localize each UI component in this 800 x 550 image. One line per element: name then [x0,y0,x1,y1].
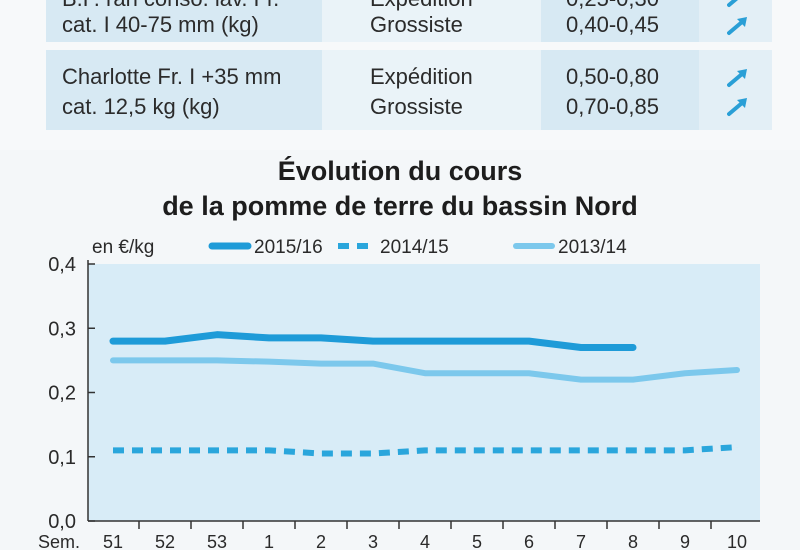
market-label: Expédition [370,0,473,14]
product-column [46,0,322,130]
x-tick-label: 1 [264,532,274,550]
trend-up-icon [727,97,749,117]
trend-up-icon [727,68,749,88]
market-label: Grossiste [370,12,463,37]
y-tick-label: 0,2 [48,383,76,405]
x-tick-label: 4 [420,532,430,550]
x-tick-label: 2 [316,532,326,550]
y-tick-label: 0,0 [48,511,76,533]
x-tick-label: 10 [727,532,747,550]
x-tick-label: 51 [103,532,123,550]
price-range: 0,70-0,85 [566,94,659,119]
market-label: Expédition [370,64,473,89]
x-tick-label: 9 [680,532,690,550]
y-tick-label: 0,3 [48,318,76,340]
price-range: 0,25-0,30 [566,0,659,14]
y-tick-label: 0,4 [48,254,76,276]
trend-up-icon [727,16,749,36]
legend-label: 2014/15 [380,237,449,258]
x-tick-label: 8 [628,532,638,550]
x-axis-prefix: Sem. [38,532,80,550]
x-tick-label: 6 [524,532,534,550]
x-tick-label: 5 [472,532,482,550]
plot-area [88,264,760,521]
unit-label: en €/kg [92,237,154,258]
y-tick-label: 0,1 [48,447,76,469]
price-range: 0,50-0,80 [566,64,659,89]
market-label: Grossiste [370,94,463,119]
product-name-line1: Charlotte Fr. I +35 mm [62,64,282,89]
chart-title-line2: de la pomme de terre du bassin Nord [162,191,638,221]
legend-label: 2015/16 [254,237,323,258]
price-column [541,0,699,130]
x-tick-label: 7 [576,532,586,550]
row-separator [46,42,772,50]
chart-title-line1: Évolution du cours [277,156,523,186]
product-name-line1: B.F. ran conso. lav. Fr. [62,0,279,14]
x-tick-label: 52 [155,532,175,550]
legend-label: 2013/14 [558,237,627,258]
product-name-line2: cat. I 40-75 mm (kg) [62,12,259,37]
x-tick-label: 53 [207,532,227,550]
trend-up-icon [727,0,749,8]
product-name-line2: cat. 12,5 kg (kg) [62,94,220,119]
x-tick-label: 3 [368,532,378,550]
price-range: 0,40-0,45 [566,12,659,37]
